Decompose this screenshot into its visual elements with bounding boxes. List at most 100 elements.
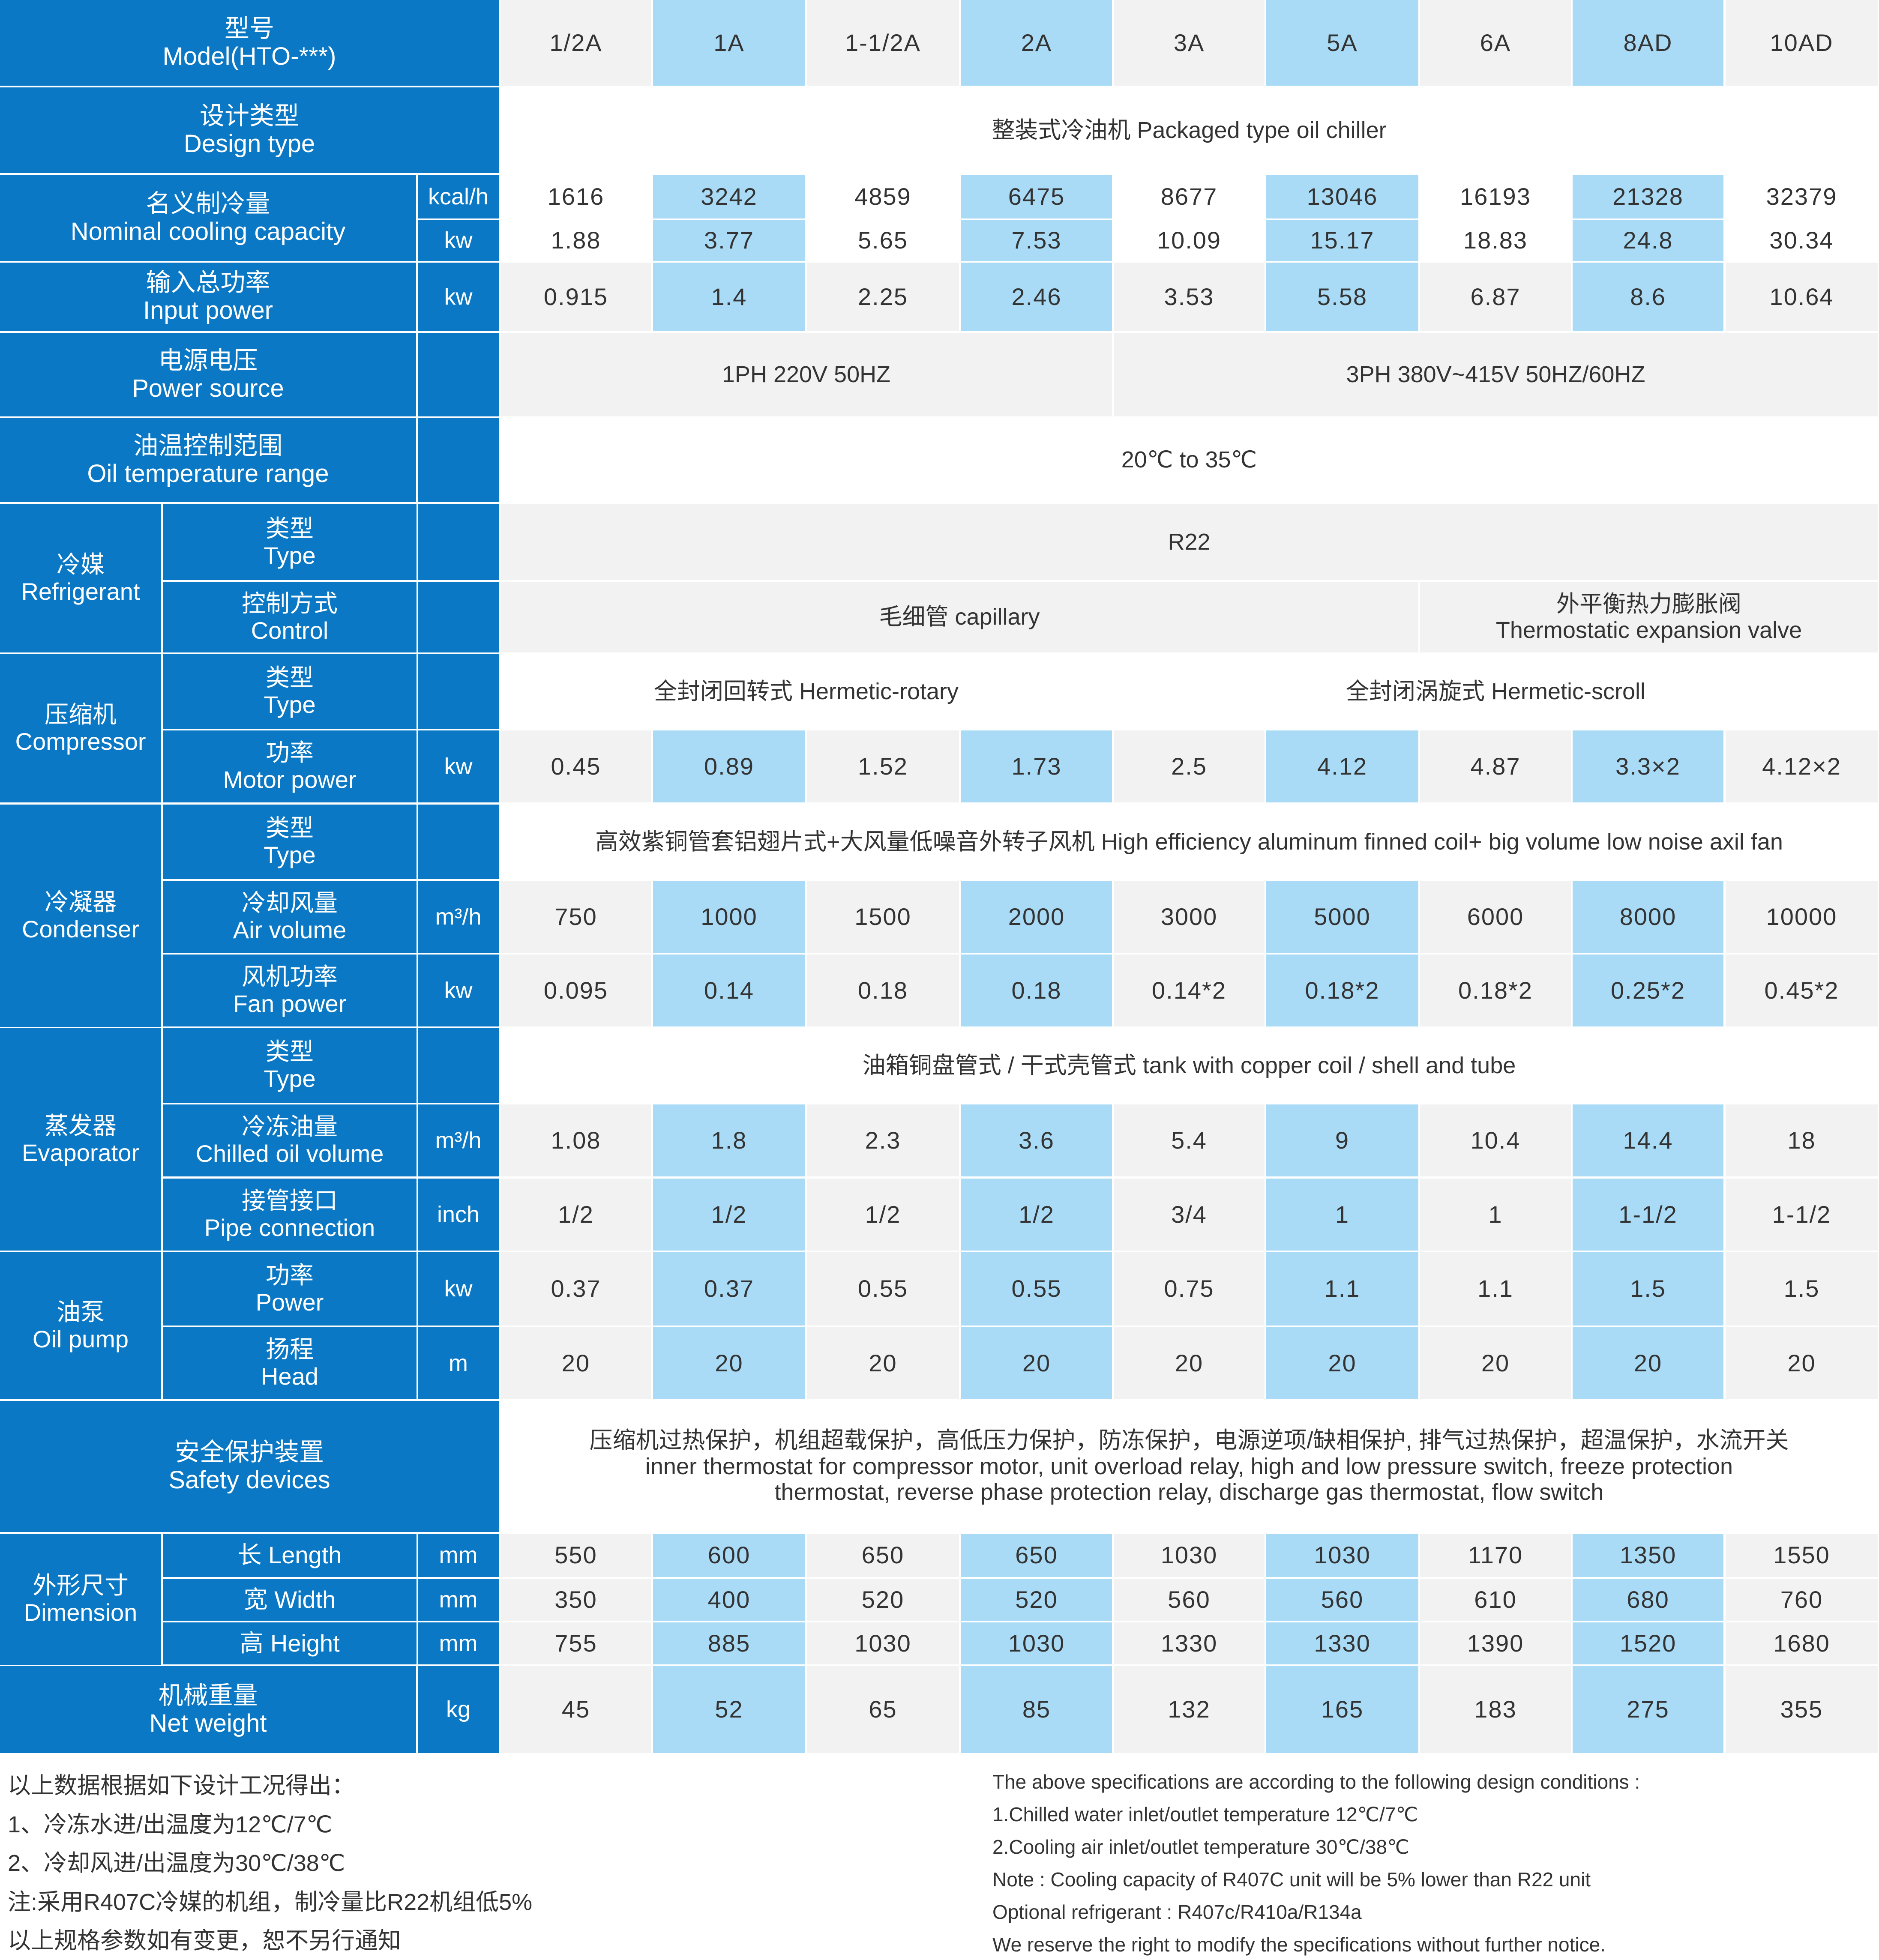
compressor-motor-value: 1.73: [1011, 752, 1062, 780]
input-power-value: 1.4: [711, 283, 747, 310]
condenser-fan-2: 0.14: [653, 955, 807, 1028]
dimension-height-label-text: 高 Height: [240, 1629, 340, 1657]
dimension-height-value: 1390: [1467, 1629, 1524, 1657]
condenser-type-value: 高效紫铜管套铝翅片式+大风量低噪音外转子风机 High efficiency a…: [500, 805, 1879, 881]
oil-pump-power-value: 0.37: [704, 1275, 754, 1302]
weight-label: 机械重量 Net weight: [0, 1666, 418, 1755]
cooling-unit-kw-text: kw: [444, 227, 473, 254]
model-name: 1-1/2A: [845, 29, 921, 56]
dimension-length-3: 650: [807, 1534, 961, 1579]
oil-pump-power-unit-text: kw: [444, 1276, 473, 1302]
condenser-air-unit-text: m³/h: [435, 904, 482, 930]
cooling-unit-kcal-text: kcal/h: [428, 184, 489, 210]
weight-6: 165: [1266, 1666, 1420, 1755]
evaporator-pipe-value: 1/2: [711, 1200, 747, 1228]
refrigerant-control-capillary: 毛细管 capillary: [500, 582, 1420, 654]
compressor-label: 压缩机 Compressor: [0, 654, 163, 804]
oil-pump-power-label: 功率 Power: [163, 1252, 418, 1327]
condenser-air-value: 10000: [1766, 903, 1837, 930]
evaporator-label: 蒸发器 Evaporator: [0, 1028, 163, 1252]
safety-label: 安全保护装置 Safety devices: [0, 1401, 500, 1534]
condenser-fan-value: 0.25*2: [1611, 976, 1685, 1004]
oil-pump-head-unit-text: m: [449, 1350, 468, 1376]
evaporator-pipe-3: 1/2: [807, 1179, 961, 1252]
dimension-width-6: 560: [1266, 1579, 1420, 1622]
cooling-kcal-value: 16193: [1460, 183, 1531, 210]
refrigerant-control-label-en: Control: [251, 616, 329, 644]
model-6: 5A: [1266, 0, 1420, 87]
evaporator-oil-value: 3.6: [1019, 1126, 1055, 1154]
evaporator-oil-label-cn: 冷冻油量: [242, 1113, 338, 1140]
model-5: 3A: [1114, 0, 1266, 87]
oil-temp-value: 20℃ to 35℃: [500, 418, 1879, 504]
oil-pump-power-2: 0.37: [653, 1252, 807, 1327]
compressor-motor-value: 1.52: [858, 752, 908, 780]
compressor-type-label-en: Type: [264, 691, 316, 718]
note-cn-line: 以上数据根据如下设计工况得出：: [8, 1773, 355, 1798]
dimension-length-8: 1350: [1573, 1534, 1725, 1579]
condenser-type-label-en: Type: [264, 841, 316, 868]
oil-pump-head-3: 20: [807, 1327, 961, 1401]
dimension-length-label: 长 Length: [163, 1534, 418, 1579]
evaporator-pipe-value: 1/2: [865, 1200, 901, 1228]
cooling-kcal-8: 21328: [1573, 175, 1725, 220]
cooling-kcal-value: 3242: [701, 183, 758, 210]
safety-value-line-3: thermostat, reverse phase protection rel…: [774, 1479, 1604, 1505]
oil-pump-head-value: 20: [1175, 1349, 1204, 1376]
model-7: 6A: [1420, 0, 1573, 87]
compressor-label-cn: 压缩机: [45, 701, 117, 728]
evaporator-pipe-2: 1/2: [653, 1179, 807, 1252]
cooling-kw-value: 7.53: [1011, 227, 1062, 254]
refrigerant-type-label-en: Type: [264, 542, 316, 569]
compressor-type-rotary-line-1: 全封闭回转式 Hermetic-rotary: [653, 678, 959, 704]
cooling-kcal-value: 32379: [1766, 183, 1837, 210]
evaporator-pipe-7: 1: [1420, 1179, 1573, 1252]
input-power-label-cn: 输入总功率: [146, 269, 270, 297]
dimension-height-value: 1680: [1773, 1629, 1830, 1657]
oil-pump-head-8: 20: [1573, 1327, 1725, 1401]
dimension-width-value: 560: [1321, 1586, 1364, 1613]
oil-pump-power-6: 1.1: [1266, 1252, 1420, 1327]
dimension-length-value: 550: [554, 1541, 597, 1569]
condenser-fan-unit-text: kw: [444, 977, 473, 1003]
weight-value: 355: [1780, 1696, 1823, 1723]
cooling-kw-value: 30.34: [1769, 227, 1834, 254]
model-name: 1A: [713, 29, 745, 56]
condenser-air-3: 1500: [807, 881, 961, 955]
oil-pump-power-label-cn: 功率: [266, 1261, 314, 1289]
evaporator-pipe-label: 接管接口 Pipe connection: [163, 1179, 418, 1252]
input-power-value: 2.46: [1011, 283, 1062, 310]
oil-pump-head-value: 20: [1328, 1349, 1357, 1376]
condenser-air-5: 3000: [1114, 881, 1266, 955]
evaporator-oil-value: 2.3: [865, 1126, 901, 1154]
condenser-label-en: Condenser: [22, 915, 139, 943]
input-power-value: 6.87: [1470, 283, 1521, 310]
weight-value: 85: [1022, 1696, 1051, 1723]
condenser-air-1: 750: [500, 881, 653, 955]
refrigerant-control-valve-line-1: 外平衡热力膨胀阀: [1556, 591, 1741, 617]
refrigerant-type-label-cn: 类型: [266, 515, 314, 542]
cooling-unit-kw: kw: [418, 220, 500, 263]
note-en-line: Note : Cooling capacity of R407C unit wi…: [992, 1868, 1591, 1891]
compressor-type-scroll-line-1: 全封闭涡旋式 Hermetic-scroll: [1346, 678, 1646, 704]
condenser-type-unit: [418, 805, 500, 881]
safety-value: 压缩机过热保护，机组超载保护，高低压力保护，防冻保护，电源逆项/缺相保护, 排气…: [500, 1401, 1879, 1534]
dimension-length-value: 1030: [1314, 1541, 1371, 1569]
cooling-kw-value: 5.65: [858, 227, 908, 254]
design-type-label-en: Design type: [183, 130, 315, 158]
dimension-label-en: Dimension: [24, 1599, 138, 1626]
cooling-kcal-9: 32379: [1726, 175, 1879, 220]
compressor-type-label-cn: 类型: [266, 664, 314, 691]
dimension-height-9: 1680: [1726, 1622, 1879, 1666]
condenser-air-value: 8000: [1619, 903, 1677, 930]
cooling-kcal-4: 6475: [961, 175, 1114, 220]
compressor-motor-unit-text: kw: [444, 753, 473, 779]
compressor-motor-1: 0.45: [500, 730, 653, 804]
dimension-width-3: 520: [807, 1579, 961, 1622]
weight-8: 275: [1573, 1666, 1725, 1755]
oil-pump-power-unit: kw: [418, 1252, 500, 1327]
model-3: 1-1/2A: [807, 0, 961, 87]
dimension-height-8: 1520: [1573, 1622, 1725, 1666]
evaporator-pipe-label-cn: 接管接口: [242, 1187, 338, 1215]
model-4: 2A: [961, 0, 1114, 87]
